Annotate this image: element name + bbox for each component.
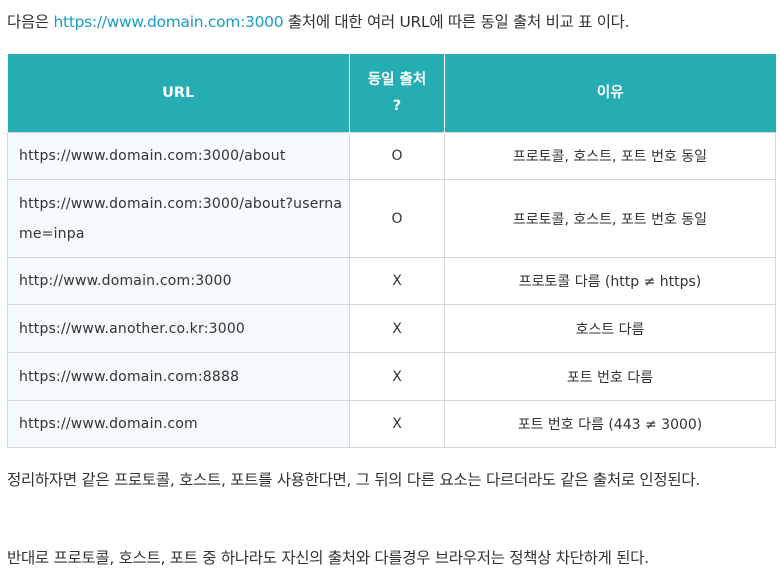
- same-origin-cell: X: [349, 304, 445, 353]
- reason-cell: 프로토콜, 호스트, 포트 번호 동일: [444, 179, 776, 258]
- reason-cell: 호스트 다름: [444, 304, 776, 353]
- header-same-origin-label: 동일 출처 ?: [367, 72, 427, 114]
- url-cell: https://www.domain.com:3000/about: [7, 132, 350, 180]
- header-reason: 이유: [444, 54, 776, 133]
- intro-text: 다음은 https://www.domain.com:3000 출처에 대한 여…: [7, 10, 777, 34]
- reason-cell: 프로토콜, 호스트, 포트 번호 동일: [444, 132, 776, 180]
- table-row: https://www.domain.com X 포트 번호 다름 (443 ≠…: [7, 400, 776, 448]
- table-row: https://www.another.co.kr:3000 X 호스트 다름: [7, 304, 776, 353]
- url-cell: https://www.domain.com:3000/about?userna…: [7, 179, 350, 258]
- table-row: https://www.domain.com:3000/about O 프로토콜…: [7, 132, 776, 180]
- same-origin-cell: X: [349, 257, 445, 305]
- header-url: URL: [7, 54, 350, 133]
- same-origin-cell: O: [349, 179, 445, 258]
- reason-cell: 프로토콜 다름 (http ≠ https): [444, 257, 776, 305]
- same-origin-cell: X: [349, 400, 445, 448]
- table-row: https://www.domain.com:3000/about?userna…: [7, 179, 776, 258]
- url-cell: https://www.domain.com: [7, 400, 350, 448]
- blocking-paragraph: 반대로 프로토콜, 호스트, 포트 중 하나라도 자신의 출처와 다를경우 브라…: [7, 549, 649, 567]
- table-row: http://www.domain.com:3000 X 프로토콜 다름 (ht…: [7, 257, 776, 305]
- url-cell: http://www.domain.com:3000: [7, 257, 350, 305]
- origin-link[interactable]: https://www.domain.com:3000: [53, 13, 284, 31]
- intro-suffix: 출처에 대한 여러 URL에 따른 동일 출처 비교 표 이다.: [283, 13, 630, 31]
- intro-prefix: 다음은: [7, 13, 54, 31]
- reason-cell: 포트 번호 다름 (443 ≠ 3000): [444, 400, 776, 448]
- summary-paragraph: 정리하자면 같은 프로토콜, 호스트, 포트를 사용한다면, 그 뒤의 다른 요…: [7, 471, 700, 489]
- url-cell: https://www.another.co.kr:3000: [7, 304, 350, 353]
- same-origin-cell: O: [349, 132, 445, 180]
- url-cell: https://www.domain.com:8888: [7, 352, 350, 401]
- origin-comparison-table: URL 동일 출처 ? 이유 https://www.domain.com:30…: [7, 54, 776, 448]
- header-same-origin: 동일 출처 ?: [349, 54, 445, 133]
- table-row: https://www.domain.com:8888 X 포트 번호 다름: [7, 352, 776, 401]
- table-header-row: URL 동일 출처 ? 이유: [7, 54, 776, 133]
- reason-cell: 포트 번호 다름: [444, 352, 776, 401]
- same-origin-cell: X: [349, 352, 445, 401]
